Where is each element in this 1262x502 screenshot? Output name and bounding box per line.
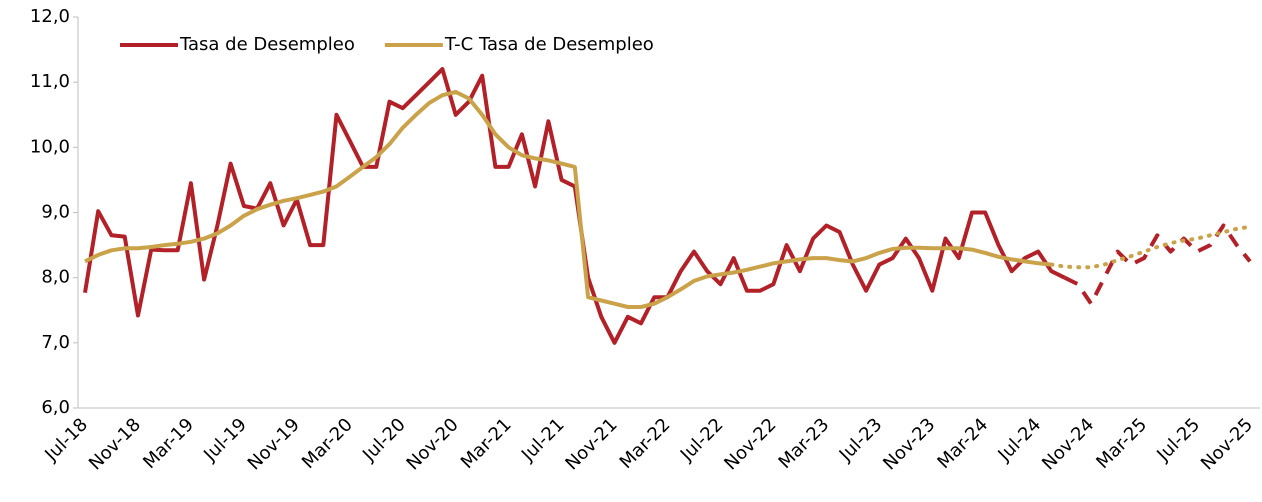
y-tick-label: 10,0 — [30, 136, 70, 157]
x-tick-label: Nov-24 — [1038, 414, 1098, 474]
x-tick-label: Nov-21 — [561, 414, 621, 474]
x-tick-label: Nov-22 — [720, 414, 780, 474]
x-tick-label: Jul-21 — [517, 414, 569, 466]
x-tick-label: Mar-23 — [775, 414, 834, 473]
x-tick-label: Nov-19 — [244, 414, 304, 474]
y-tick-label: 6,0 — [41, 397, 70, 418]
x-tick-label: Mar-21 — [457, 414, 516, 473]
x-tick-label: Nov-18 — [85, 414, 145, 474]
series-line — [83, 67, 1066, 345]
y-tick-label: 9,0 — [41, 202, 70, 223]
x-tick-label: Mar-24 — [933, 414, 992, 473]
y-tick-label: 7,0 — [41, 332, 70, 353]
x-tick-label: Nov-25 — [1197, 414, 1257, 474]
x-tick-label: Jul-25 — [1152, 414, 1204, 466]
x-tick-label: Jul-23 — [835, 414, 887, 466]
series-line — [84, 89, 1052, 309]
x-tick-label: Mar-25 — [1092, 414, 1151, 473]
y-tick-label: 8,0 — [41, 267, 70, 288]
x-tick-label: Mar-19 — [139, 414, 198, 473]
x-tick-label: Jul-20 — [358, 414, 410, 466]
series-line-projected — [1063, 223, 1252, 306]
series-line-projected — [1049, 224, 1252, 270]
x-tick-label: Jul-19 — [199, 414, 251, 466]
legend-label: Tasa de Desempleo — [179, 34, 355, 55]
y-tick-label: 11,0 — [30, 71, 70, 92]
x-tick-label: Jul-24 — [994, 414, 1046, 466]
x-tick-label: Nov-20 — [403, 414, 463, 474]
y-tick-label: 12,0 — [30, 6, 70, 27]
x-tick-label: Mar-22 — [616, 414, 675, 473]
x-tick-label: Mar-20 — [298, 414, 357, 473]
x-tick-label: Jul-22 — [676, 414, 728, 466]
x-tick-label: Nov-23 — [879, 414, 939, 474]
x-tick-label: Jul-18 — [40, 414, 92, 466]
legend-label: T-C Tasa de Desempleo — [444, 34, 654, 55]
